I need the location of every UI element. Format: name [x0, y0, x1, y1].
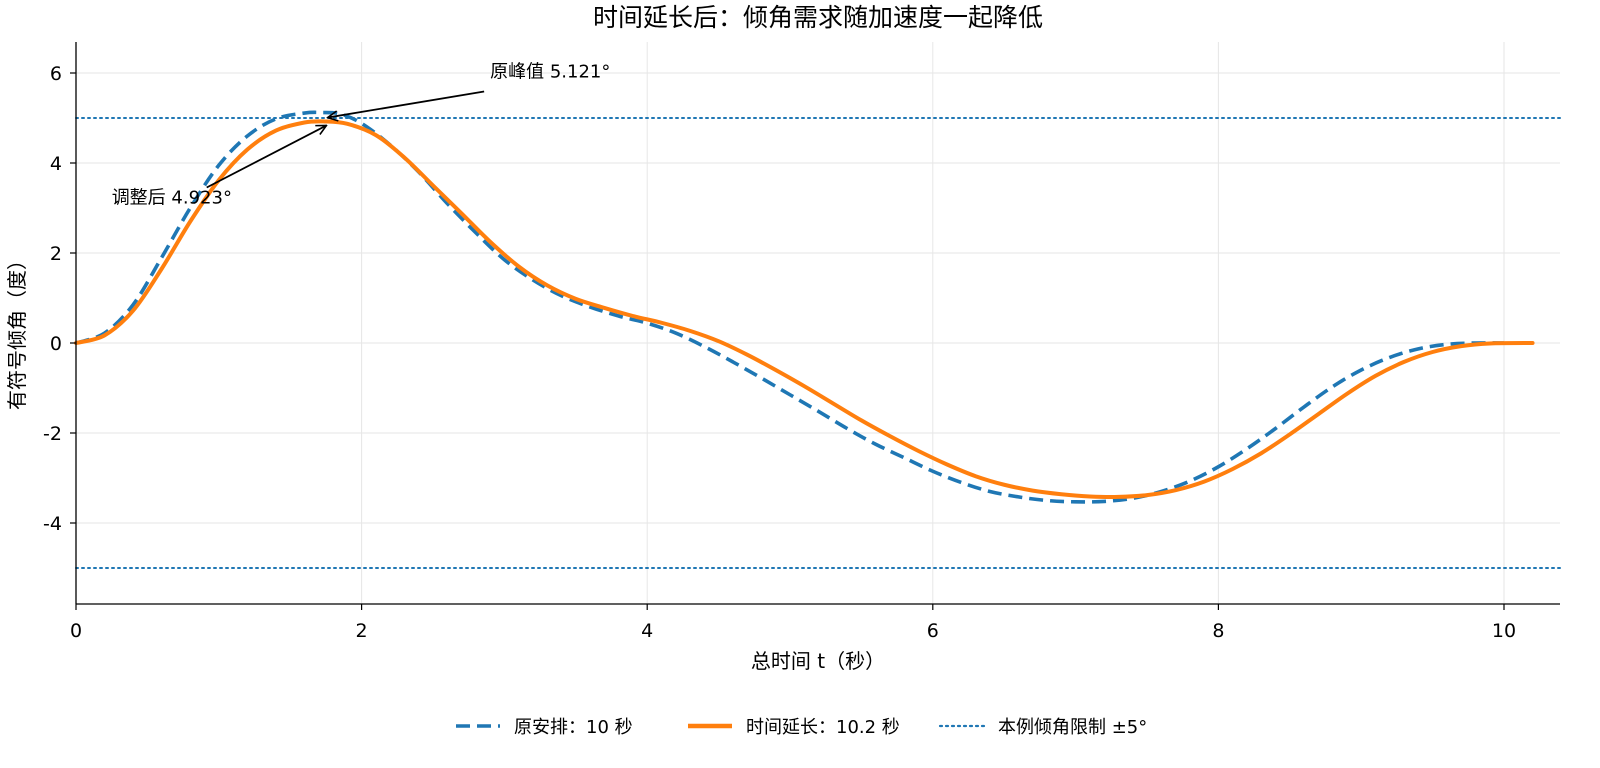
x-tick-label: 10 — [1492, 620, 1516, 642]
x-tick-label: 8 — [1212, 620, 1224, 642]
data-series — [74, 110, 1535, 504]
y-tick-label: 2 — [50, 243, 62, 265]
annotation-label: 调整后 4.923° — [112, 188, 232, 209]
annotations: 原峰值 5.121° 调整后 4.923° — [112, 62, 611, 209]
original-series-line — [75, 110, 1505, 504]
annotation-label: 原峰值 5.121° — [490, 62, 610, 83]
y-axis-label: 有符号倾角（度） — [5, 250, 29, 410]
legend-label: 时间延长：10.2 秒 — [746, 717, 900, 738]
grid-lines — [75, 42, 1560, 604]
chart-title: 时间延长后：倾角需求随加速度一起降低 — [593, 3, 1043, 32]
y-tick-label: -2 — [43, 423, 62, 445]
x-tick-label: 4 — [641, 620, 653, 642]
y-tick-label: 4 — [50, 153, 62, 175]
legend-label: 本例倾角限制 ±5° — [998, 717, 1147, 738]
x-tick-label: 6 — [927, 620, 939, 642]
annotation-arrow — [206, 125, 327, 189]
x-ticks: 0 2 4 6 8 10 — [70, 604, 1516, 642]
y-tick-label: 6 — [50, 63, 62, 85]
x-tick-label: 2 — [356, 620, 368, 642]
extended-series-line — [74, 119, 1535, 499]
annotation-arrow — [328, 90, 485, 118]
y-ticks: -4 -2 0 2 4 6 — [43, 63, 76, 535]
legend-label: 原安排：10 秒 — [514, 717, 633, 738]
y-tick-label: 0 — [50, 333, 62, 355]
limit-lines — [75, 117, 1561, 569]
x-tick-label: 0 — [70, 620, 82, 642]
legend: 原安排：10 秒 时间延长：10.2 秒 本例倾角限制 ±5° — [456, 717, 1147, 738]
y-tick-label: -4 — [43, 513, 62, 535]
x-axis-label: 总时间 t（秒） — [751, 649, 885, 673]
